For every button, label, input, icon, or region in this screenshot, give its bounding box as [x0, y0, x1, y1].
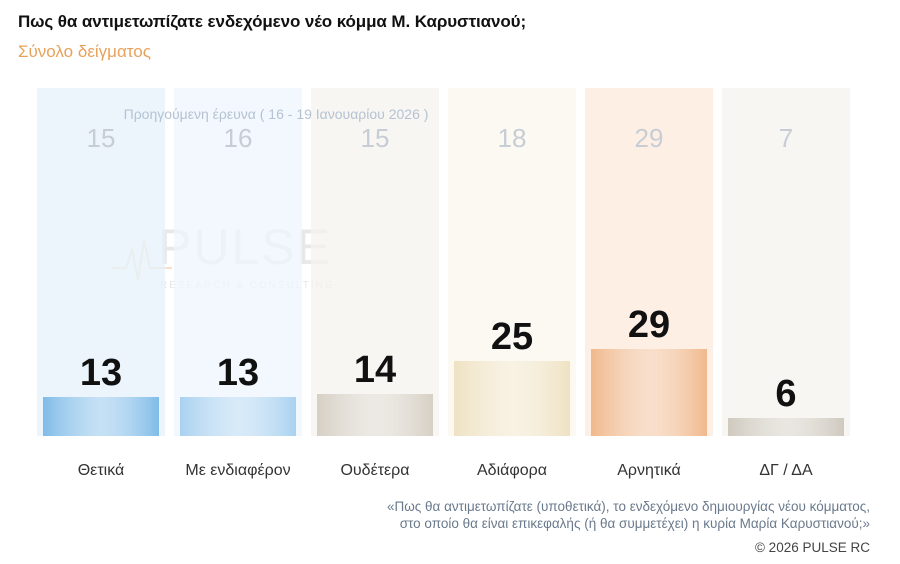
- category-label: Αδιάφορα: [477, 462, 547, 479]
- previous-value-label: 18: [498, 123, 527, 153]
- bar-highlight: [43, 397, 159, 436]
- chart-title: Πως θα αντιμετωπίζατε ενδεχόμενο νέο κόμ…: [18, 12, 527, 31]
- bar-highlight: [454, 361, 570, 436]
- previous-survey-column: [174, 88, 302, 436]
- bar-highlight: [317, 394, 433, 436]
- previous-value-label: 15: [87, 123, 116, 153]
- value-label: 29: [628, 304, 670, 346]
- previous-survey-column: [37, 88, 165, 436]
- bar-highlight: [728, 418, 844, 436]
- value-label: 25: [491, 316, 533, 358]
- footnote-line: «Πως θα αντιμετωπίζατε (υποθετικά), το ε…: [386, 499, 870, 514]
- category-label: ΔΓ / ΔΑ: [759, 462, 813, 479]
- value-label: 13: [80, 352, 122, 394]
- category-label: Με ενδιαφέρον: [185, 462, 290, 479]
- previous-value-label: 29: [635, 123, 664, 153]
- previous-value-label: 7: [779, 123, 793, 153]
- previous-survey-label: Προηγούμενη έρευνα ( 16 - 19 Ιανουαρίου …: [124, 106, 429, 122]
- value-label: 13: [217, 352, 259, 394]
- bar-highlight: [180, 397, 296, 436]
- previous-survey-layer: 15 16 15 18 29 7: [37, 88, 850, 436]
- category-label: Ουδέτερα: [340, 462, 409, 479]
- current-bars-layer: 13 13 14 25 29 6: [43, 304, 844, 436]
- chart-subtitle: Σύνολο δείγματος: [18, 42, 151, 61]
- previous-value-label: 15: [361, 123, 390, 153]
- category-labels-layer: Θετικά Με ενδιαφέρον Ουδέτερα Αδιάφορα Αρνητ…: [78, 462, 813, 479]
- value-label: 6: [775, 373, 796, 415]
- copyright-text: © 2026 PULSE RC: [754, 540, 870, 555]
- previous-survey-column: [722, 88, 850, 436]
- category-label: Θετικά: [78, 462, 125, 479]
- question-footnote: «Πως θα αντιμετωπίζατε (υποθετικά), το ε…: [230, 498, 870, 532]
- value-label: 14: [354, 349, 396, 391]
- category-label: Αρνητικά: [617, 462, 681, 479]
- previous-value-label: 16: [224, 123, 253, 153]
- previous-survey-column: [311, 88, 439, 436]
- bar-highlight: [591, 349, 707, 436]
- footnote-line: στο οποίο θα είναι επικεφαλής (ή θα συμμ…: [399, 516, 870, 531]
